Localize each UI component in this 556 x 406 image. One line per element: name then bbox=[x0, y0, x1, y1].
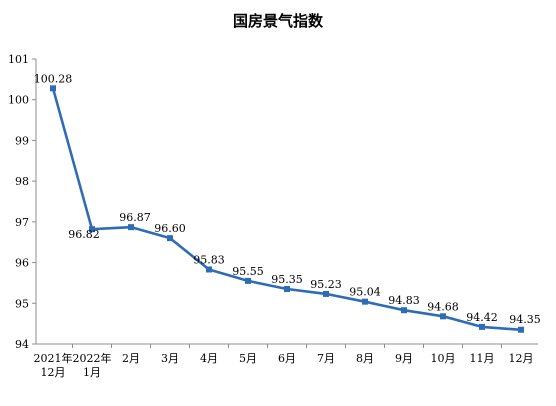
chart-title: 国房景气指数 bbox=[232, 12, 323, 30]
data-label: 100.28 bbox=[34, 72, 73, 85]
data-label: 95.83 bbox=[193, 253, 225, 266]
data-point bbox=[245, 277, 251, 284]
series-line-group bbox=[50, 85, 524, 333]
data-label: 94.35 bbox=[509, 313, 541, 326]
data-point bbox=[128, 224, 134, 231]
x-tick-label: 2022年 1月 bbox=[73, 351, 112, 379]
data-label: 95.35 bbox=[271, 273, 303, 286]
data-label: 95.23 bbox=[310, 278, 342, 291]
data-label: 95.55 bbox=[232, 265, 264, 278]
data-point bbox=[440, 313, 446, 320]
x-tick-label: 10月 bbox=[431, 352, 456, 365]
data-point bbox=[518, 326, 524, 333]
x-tick-label: 2021年 12月 bbox=[34, 351, 73, 379]
data-point bbox=[401, 307, 407, 314]
x-tick-label: 9月 bbox=[395, 352, 413, 365]
data-point bbox=[323, 290, 329, 297]
y-tick-label: 97 bbox=[15, 216, 29, 229]
data-label: 96.60 bbox=[154, 222, 186, 235]
data-point bbox=[479, 323, 485, 330]
x-tick-label: 7月 bbox=[317, 352, 335, 365]
y-tick-label: 98 bbox=[15, 175, 29, 188]
y-tick-label: 100 bbox=[8, 94, 29, 107]
y-axis: 94 95 96 97 98 99 100 101 bbox=[8, 53, 37, 351]
x-tick-label: 2月 bbox=[122, 352, 140, 365]
data-point bbox=[206, 266, 212, 273]
x-tick-label: 4月 bbox=[200, 352, 218, 365]
data-point bbox=[362, 298, 368, 305]
data-label: 96.82 bbox=[68, 228, 100, 241]
data-label: 94.68 bbox=[427, 300, 459, 313]
data-label: 95.04 bbox=[349, 286, 381, 299]
x-tick-label: 8月 bbox=[356, 352, 374, 365]
data-label: 96.87 bbox=[119, 211, 151, 224]
x-tick-label: 3月 bbox=[161, 352, 179, 365]
y-tick-label: 95 bbox=[15, 297, 29, 310]
y-tick-label: 101 bbox=[8, 53, 29, 66]
data-point bbox=[167, 235, 173, 242]
data-label: 94.83 bbox=[388, 294, 420, 307]
y-tick-label: 96 bbox=[15, 257, 29, 270]
data-point bbox=[284, 286, 290, 293]
data-point bbox=[89, 226, 95, 233]
x-tick-label: 6月 bbox=[278, 352, 296, 365]
y-tick-label: 99 bbox=[15, 134, 29, 147]
x-tick-label: 11月 bbox=[470, 352, 495, 365]
data-point bbox=[50, 85, 56, 92]
x-tick-label: 12月 bbox=[509, 352, 534, 365]
data-label: 94.42 bbox=[466, 311, 498, 324]
y-tick-label: 94 bbox=[15, 338, 29, 351]
x-tick-label: 5月 bbox=[239, 352, 257, 365]
series-line bbox=[51, 87, 522, 332]
